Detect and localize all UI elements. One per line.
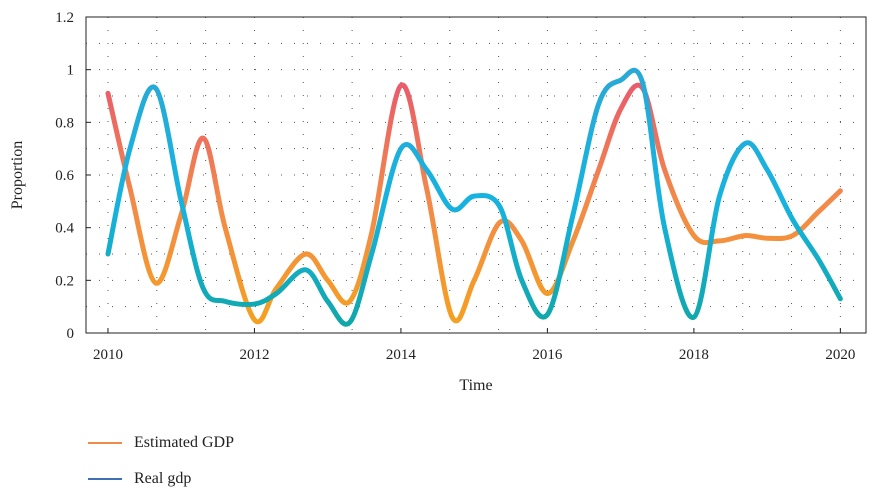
- y-tick-label: 0.4: [55, 221, 74, 237]
- series-layer: [105, 67, 843, 327]
- line-chart: 2010 2012 2014 2016 2018 2020 0 0.2 0.4 0.6 0.8 1 1…: [9, 10, 867, 394]
- x-tick-label: 2010: [93, 347, 123, 363]
- y-tick-label: 0.2: [55, 273, 74, 289]
- y-tick-label: 0.6: [55, 168, 74, 184]
- x-axis: 2010 2012 2014 2016 2018 2020: [93, 328, 855, 363]
- y-axis-title: Proportion: [9, 141, 26, 209]
- legend-swatch-real-gdp: [88, 478, 122, 480]
- x-tick-label: 2012: [239, 347, 269, 363]
- legend: Estimated GDP Real gdp: [88, 430, 234, 502]
- legend-swatch-estimated-gdp: [88, 442, 122, 444]
- legend-label-real-gdp: Real gdp: [134, 470, 192, 487]
- y-tick-label: 0: [67, 326, 75, 342]
- y-tick-label: 1.2: [55, 10, 74, 26]
- legend-item-estimated-gdp: Estimated GDP: [88, 430, 234, 456]
- grid: [86, 17, 866, 333]
- x-tick-label: 2018: [679, 347, 709, 363]
- x-axis-title: Time: [459, 377, 492, 394]
- x-tick-label: 2014: [386, 347, 417, 363]
- y-tick-label: 1: [67, 63, 75, 79]
- legend-item-real-gdp: Real gdp: [88, 466, 234, 492]
- x-tick-label: 2016: [532, 347, 563, 363]
- x-tick-label: 2020: [825, 347, 855, 363]
- y-tick-label: 0.8: [55, 115, 74, 131]
- series-line-estimated-gdp: [105, 82, 843, 325]
- legend-label-estimated-gdp: Estimated GDP: [134, 434, 234, 451]
- y-axis: 0 0.2 0.4 0.6 0.8 1 1.2: [55, 10, 91, 342]
- series-line-real-gdp: [105, 67, 843, 327]
